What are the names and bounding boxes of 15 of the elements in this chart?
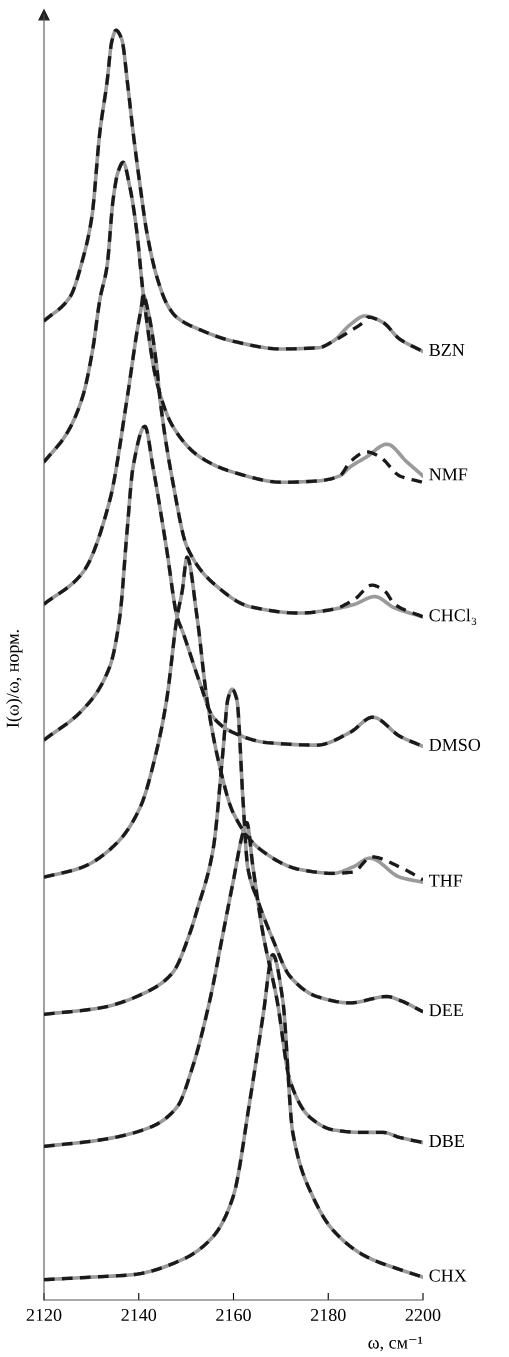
series-label: CHCl₃ [429,608,477,625]
x-tick-label: 2140 [121,1308,157,1322]
series-label: DEE [429,1004,463,1017]
series-label: DMSO [429,738,481,751]
series-label: BZN [429,344,465,356]
series-label: THF [429,874,463,887]
x-tick-label: 2120 [26,1308,62,1322]
x-tick-label: 2180 [310,1308,346,1322]
x-axis-title: ω, см⁻¹ [368,1336,423,1352]
series-label: DBE [429,1135,464,1147]
series-label: NMF [429,468,468,481]
x-tick-label: 2200 [405,1308,441,1322]
y-axis-title: I(ω)/ω, норм. [6,630,23,728]
x-tick-label: 2160 [216,1308,251,1322]
series-label: CHX [429,1269,467,1282]
